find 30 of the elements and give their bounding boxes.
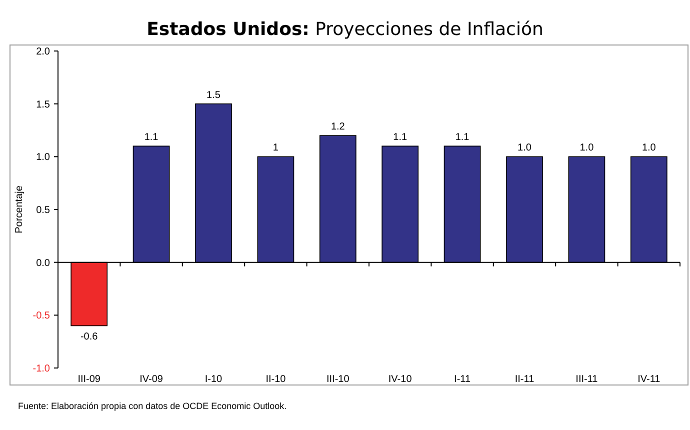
x-tick-label: IV-10	[388, 374, 412, 385]
x-tick-label: I-11	[454, 374, 471, 385]
data-label: 1.0	[518, 142, 532, 154]
x-tick-label: IV-11	[638, 374, 661, 385]
data-label: 1.5	[206, 90, 221, 101]
x-tick-label: III-10	[326, 374, 350, 385]
x-tick-label: I-10	[204, 374, 223, 385]
data-label: 1.0	[642, 142, 656, 154]
y-tick-label: 0.5	[36, 205, 50, 216]
y-tick-label: -0.5	[32, 310, 50, 322]
data-label: 1.1	[393, 132, 408, 144]
y-tick-label: 1.5	[36, 99, 50, 110]
x-tick-label: II-10	[266, 374, 286, 385]
data-label: -0.6	[80, 332, 98, 343]
y-tick-label: 1.0	[36, 152, 50, 164]
data-label: 1.0	[580, 142, 594, 154]
y-tick-label: 0.0	[36, 258, 50, 269]
data-label: 1	[272, 142, 279, 154]
y-tick-label: 2.0	[36, 46, 50, 58]
y-tick-label: -1.0	[32, 364, 50, 374]
y-axis-title: Porcentaje	[14, 185, 25, 234]
data-label: 1.1	[144, 132, 159, 144]
x-tick-label: III-11	[576, 374, 598, 385]
chart-title: Estados Unidos: Proyecciones de Inflación	[146, 19, 544, 40]
source-note: Fuente: Elaboración propia con datos de OCDE Economic Outlook.	[18, 401, 287, 411]
x-tick-label: II-11	[514, 374, 535, 385]
data-label: 1.2	[330, 122, 346, 133]
data-label: 1.1	[455, 132, 470, 144]
x-tick-label: IV-09	[140, 374, 164, 385]
x-tick-label: III-09	[78, 374, 101, 385]
